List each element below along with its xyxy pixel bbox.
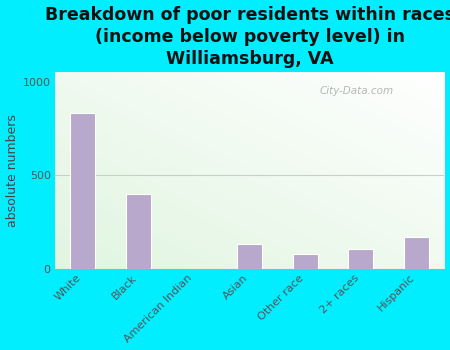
Bar (70, 113, 95, 268)
Y-axis label: absolute numbers: absolute numbers (5, 114, 18, 227)
Bar (126, 194, 151, 268)
Bar (293, 254, 318, 268)
Bar (237, 244, 262, 268)
Title: Breakdown of poor residents within races
(income below poverty level) in
William: Breakdown of poor residents within races… (45, 6, 450, 68)
Bar (348, 249, 374, 268)
Bar (404, 237, 429, 268)
Text: City-Data.com: City-Data.com (320, 86, 394, 96)
